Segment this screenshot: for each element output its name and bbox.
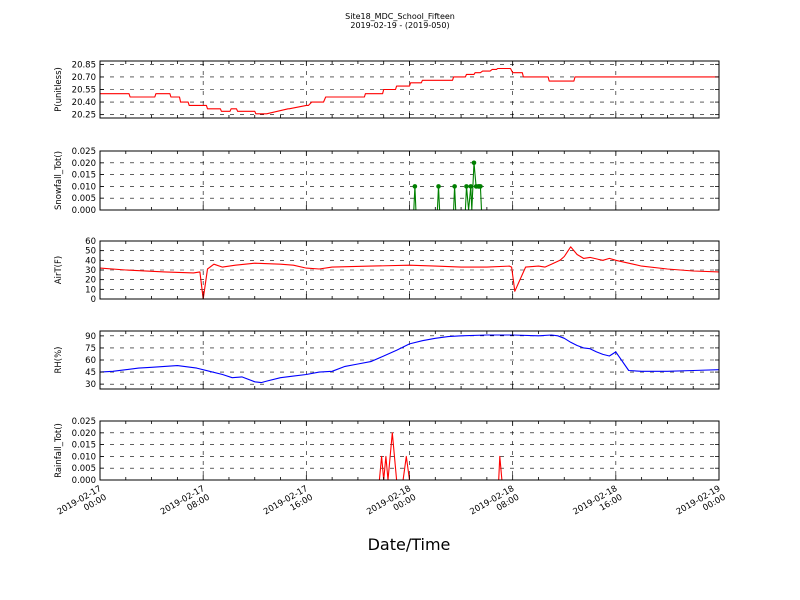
x-tick-label: 2019-02-1900:00 (675, 484, 728, 526)
x-axis-label: Date/Time (368, 535, 451, 554)
x-tick-label: 2019-02-1800:00 (365, 484, 418, 526)
panel-2-point (471, 160, 477, 166)
panel-2-point (464, 184, 469, 189)
panel-4-y-axis-label: RH(%) (54, 346, 64, 373)
panel-1-ytick-label: 20.40 (72, 98, 96, 108)
panel-1-ytick-label: 20.55 (72, 86, 96, 96)
panel-5-ytick-label: 0.000 (72, 476, 96, 486)
panel-5-ytick-label: 0.005 (72, 464, 96, 474)
panel-2-point (468, 184, 474, 189)
panel-5-ytick-label: 0.020 (72, 429, 96, 439)
panel-2-point (412, 184, 418, 189)
panel-5-y-axis-label: Rainfall_Tot() (54, 423, 64, 478)
panel-5-ytick-label: 0.025 (72, 417, 96, 427)
panel-1-series-line (100, 67, 719, 115)
panel-2-ytick-label: 0.005 (72, 194, 96, 204)
panel-2-point (452, 184, 457, 189)
chart-title: Site18_MDC_School_Fifteen (345, 12, 455, 21)
panel-3-ytick-label: 60 (85, 237, 96, 247)
panel-3-ytick-label: 30 (85, 266, 96, 276)
x-tick-label: 2019-02-1708:00 (159, 484, 212, 526)
panel-3-ytick-label: 50 (85, 247, 96, 257)
panel-3-y-axis-label: AirT(F) (54, 256, 64, 284)
panel-2-y-axis-label: Snowfall_Tot() (54, 151, 64, 210)
panel-4-ytick-label: 30 (85, 380, 96, 390)
panel-2-ytick-label: 0.000 (72, 206, 96, 216)
panel-5-ytick-label: 0.015 (72, 441, 96, 451)
x-tick-label: 2019-02-1716:00 (262, 484, 315, 526)
panel-4-ytick-label: 75 (85, 344, 96, 354)
x-tick-label: 2019-02-1700:00 (56, 484, 109, 526)
x-tick-label: 2019-02-1808:00 (468, 484, 521, 526)
panel-3-ytick-label: 40 (85, 256, 96, 266)
panel-3-ytick-label: 10 (85, 285, 96, 295)
panel-2-ytick-label: 0.025 (72, 147, 96, 157)
panel-2-ytick-label: 0.020 (72, 159, 96, 169)
panel-4-ytick-label: 90 (85, 332, 96, 342)
panel-1-y-axis-label: P(unitless) (54, 67, 64, 112)
panel-1-ytick-label: 20.85 (72, 60, 96, 70)
panel-3-ytick-label: 0 (91, 295, 96, 305)
x-tick-label: 2019-02-1816:00 (572, 484, 625, 526)
panel-2-ytick-label: 0.015 (72, 171, 96, 181)
panel-5-ytick-label: 0.010 (72, 452, 96, 462)
panel-2-point (478, 184, 483, 189)
panel-2-point (436, 184, 441, 189)
panel-2-ytick-label: 0.010 (72, 182, 96, 192)
panel-3-series-line (99, 246, 720, 300)
panel-3-ytick-label: 20 (85, 276, 96, 286)
panel-4-series-line (99, 334, 720, 384)
panel-4-ytick-label: 60 (85, 356, 96, 366)
panel-1-ytick-label: 20.25 (72, 111, 96, 121)
panel-4-ytick-label: 45 (85, 368, 96, 378)
chart-subtitle: 2019-02-19 - (2019-050) (350, 21, 450, 30)
panel-1-ytick-label: 20.70 (72, 73, 96, 83)
